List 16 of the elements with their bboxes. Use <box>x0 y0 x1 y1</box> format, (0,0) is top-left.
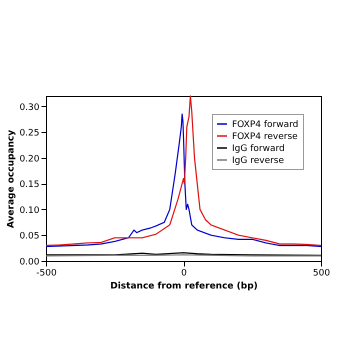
legend-label: FOXP4 reverse <box>232 132 298 142</box>
legend-label: IgG reverse <box>232 156 284 166</box>
y-tick-label: 0.05 <box>19 232 40 242</box>
legend-label: IgG forward <box>232 144 285 154</box>
y-tick-label: 0.25 <box>19 128 40 139</box>
y-axis-title: Average occupancy <box>6 130 16 228</box>
y-tick-label: 0.15 <box>19 180 40 190</box>
y-tick-label: 0.10 <box>19 206 40 216</box>
y-tick-label: 0.20 <box>19 154 40 164</box>
x-tick-label: -500 <box>36 268 57 278</box>
x-tick-label: 0 <box>181 268 188 278</box>
y-tick-label: 0.00 <box>19 258 40 268</box>
y-tick-label: 0.30 <box>19 102 40 113</box>
x-tick-label: 500 <box>312 268 330 278</box>
x-axis-title: Distance from reference (bp) <box>110 282 258 292</box>
legend-label: FOXP4 forward <box>232 120 298 130</box>
